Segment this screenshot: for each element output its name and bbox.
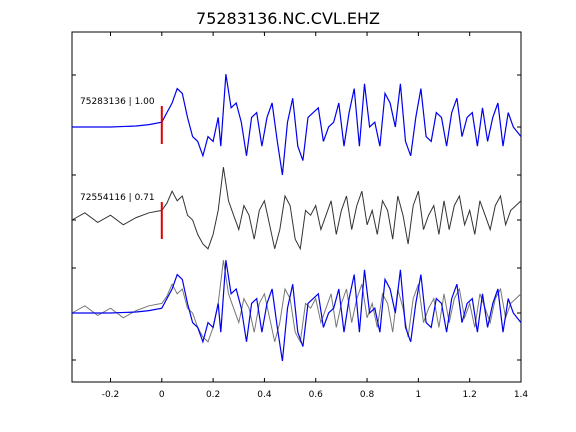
x-tick-label: -0.2	[102, 390, 120, 400]
x-tick-label: 1.2	[463, 390, 477, 400]
traces	[71, 74, 522, 362]
x-tick-label: 0.4	[257, 390, 272, 400]
trace-labels: 75283136 | 1.00 72554116 | 0.71	[80, 97, 155, 203]
y-ticks	[72, 74, 521, 361]
trace-master	[72, 74, 522, 176]
overlay-master	[72, 260, 522, 362]
trace-label: 75283136 | 1.00	[80, 97, 155, 107]
x-tick-label: 1	[416, 390, 422, 400]
trace-label: 72554116 | 0.71	[80, 193, 155, 203]
plot-frame	[71, 31, 522, 383]
x-tick-label: 0.6	[309, 390, 324, 400]
x-tick-label: 0.8	[360, 390, 375, 400]
x-tick-label: 1.4	[514, 390, 529, 400]
overlay-other	[71, 260, 522, 344]
chart-title: 75283136.NC.CVL.EHZ	[196, 9, 380, 28]
x-tick-label: 0.2	[206, 390, 220, 400]
trace-other	[71, 167, 522, 251]
x-ticks: -0.2 0 0.2 0.4 0.6 0.8 1 1.2 1.4	[102, 32, 529, 400]
x-tick-label: 0	[159, 390, 165, 400]
